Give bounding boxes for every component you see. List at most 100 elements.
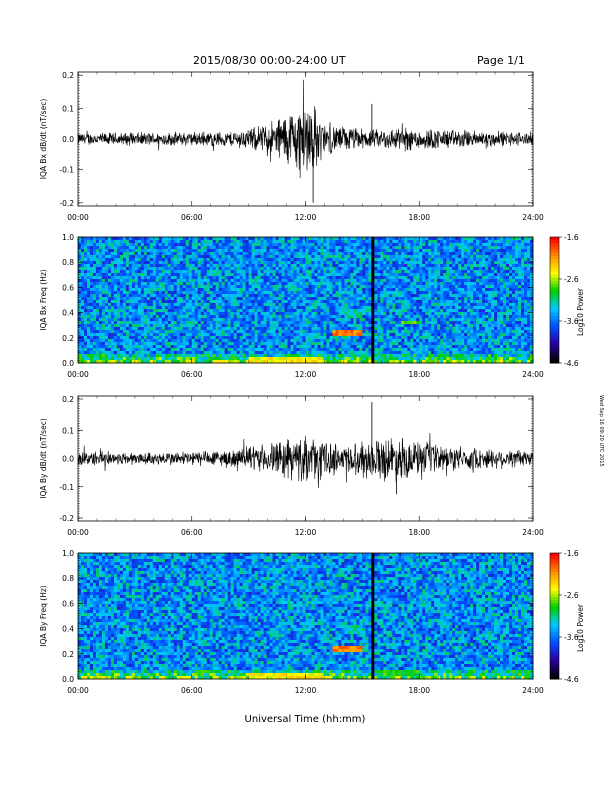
heatmap-cell	[215, 303, 220, 307]
heatmap-cell	[374, 297, 378, 301]
heatmap-cell	[116, 330, 121, 334]
heatmap-cell	[323, 285, 327, 289]
heatmap-cell	[80, 327, 85, 331]
heatmap-cell	[227, 288, 232, 292]
heatmap-cell	[176, 330, 181, 334]
heatmap-cell	[149, 306, 154, 310]
heatmap-cell	[116, 303, 121, 307]
heatmap-cell	[176, 306, 181, 310]
heatmap-cell	[416, 243, 420, 247]
heatmap-cell	[410, 294, 414, 298]
heatmap-cell	[290, 321, 294, 325]
heatmap-cell	[140, 357, 145, 361]
heatmap-cell	[338, 237, 342, 241]
heatmap-cell	[191, 252, 196, 256]
heatmap-cell	[386, 276, 390, 280]
heatmap-cell	[269, 345, 273, 349]
heatmap-cell	[212, 342, 217, 346]
heatmap-cell	[383, 360, 387, 364]
heatmap-cell	[152, 297, 157, 301]
heatmap-cell	[287, 345, 291, 349]
heatmap-cell	[236, 294, 241, 298]
heatmap-cell	[158, 267, 163, 271]
heatmap-cell	[80, 282, 85, 286]
heatmap-cell	[218, 249, 223, 253]
heatmap-cell	[221, 342, 226, 346]
heatmap-cell	[245, 330, 250, 334]
heatmap-cell	[371, 327, 375, 331]
heatmap-cell	[323, 243, 327, 247]
heatmap-cell	[257, 282, 261, 286]
heatmap-cell	[251, 309, 256, 313]
heatmap-cell	[158, 330, 163, 334]
heatmap-cell	[167, 348, 172, 352]
heatmap-cell	[236, 240, 241, 244]
heatmap-cell	[347, 315, 351, 319]
heatmap-cell	[254, 252, 258, 256]
heatmap-cell	[224, 324, 229, 328]
heatmap-cell	[131, 309, 136, 313]
heatmap-cell	[143, 279, 148, 283]
heatmap-cell	[182, 246, 187, 250]
heatmap-cell	[326, 264, 330, 268]
heatmap-cell	[137, 321, 142, 325]
heatmap-cell	[137, 330, 142, 334]
heatmap-cell	[362, 354, 366, 358]
heatmap-cell	[149, 276, 154, 280]
heatmap-cell	[269, 279, 273, 283]
heatmap-cell	[359, 261, 363, 265]
heatmap-cell	[164, 357, 169, 361]
heatmap-cell	[398, 339, 402, 343]
heatmap-cell	[86, 261, 91, 265]
heatmap-cell	[401, 345, 405, 349]
heatmap-cell	[260, 237, 264, 241]
heatmap-cell	[329, 336, 333, 340]
heatmap-cell	[218, 339, 223, 343]
heatmap-cell	[308, 333, 312, 337]
heatmap-cell	[215, 357, 220, 361]
heatmap-cell	[230, 330, 235, 334]
heatmap-cell	[185, 345, 190, 349]
heatmap-cell	[128, 333, 133, 337]
heatmap-cell	[242, 240, 247, 244]
heatmap-cell	[92, 243, 97, 247]
heatmap-cell	[158, 291, 163, 295]
heatmap-cell	[284, 240, 288, 244]
heatmap-cell	[377, 264, 381, 268]
heatmap-cell	[170, 264, 175, 268]
heatmap-cell	[143, 360, 148, 364]
heatmap-cell	[119, 339, 124, 343]
heatmap-cell	[263, 297, 267, 301]
heatmap-cell	[197, 300, 202, 304]
heatmap-cell	[407, 330, 411, 334]
heatmap-cell	[359, 264, 363, 268]
heatmap-cell	[101, 297, 106, 301]
heatmap-cell	[221, 348, 226, 352]
heatmap-cell	[254, 246, 258, 250]
heatmap-cell	[95, 318, 100, 322]
heatmap-cell	[347, 261, 351, 265]
heatmap-cell	[377, 345, 381, 349]
heatmap-cell	[224, 252, 229, 256]
heatmap-cell	[314, 312, 318, 316]
heatmap-cell	[344, 336, 348, 340]
heatmap-cell	[347, 258, 351, 262]
heatmap-cell	[353, 306, 357, 310]
heatmap-cell	[266, 360, 270, 364]
heatmap-cell	[212, 360, 217, 364]
heatmap-cell	[401, 339, 405, 343]
heatmap-cell	[323, 306, 327, 310]
heatmap-cell	[419, 261, 423, 265]
heatmap-cell	[158, 315, 163, 319]
heatmap-cell	[86, 312, 91, 316]
heatmap-cell	[362, 294, 366, 298]
heatmap-cell	[248, 258, 253, 262]
heatmap-cell	[236, 309, 241, 313]
heatmap-cell	[404, 309, 408, 313]
heatmap-cell	[89, 336, 94, 340]
heatmap-cell	[377, 336, 381, 340]
heatmap-cell	[173, 348, 178, 352]
heatmap-cell	[242, 261, 247, 265]
heatmap-cell	[227, 237, 232, 241]
heatmap-cell	[392, 276, 396, 280]
